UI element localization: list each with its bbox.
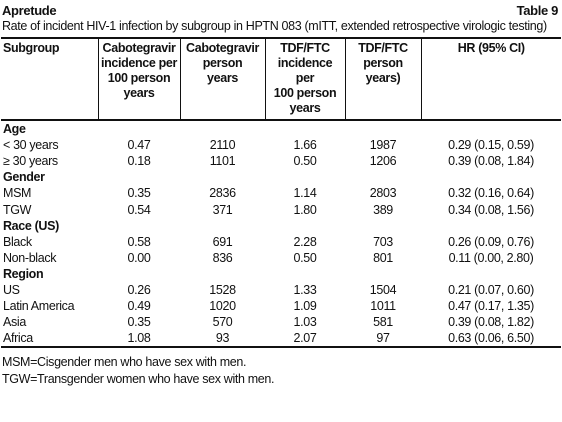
- row-label: ≥ 30 years: [3, 154, 58, 169]
- data-row: < 30 years 0.47 2110 1.66 1987 0.29 (0.15, 0.…: [1, 137, 561, 153]
- data-table: Subgroup Cabotegravir incidence per 100 p…: [1, 37, 561, 349]
- table-label: Table 9: [516, 3, 559, 18]
- cell: 1011: [370, 299, 396, 314]
- group-row: Gender: [1, 169, 561, 185]
- cell: 0.39 (0.08, 1.84): [448, 154, 534, 169]
- cell: 0.00: [127, 250, 151, 265]
- cell: 2836: [209, 186, 236, 201]
- cell: 0.34 (0.08, 1.56): [448, 202, 534, 217]
- cell: 1206: [369, 154, 397, 169]
- footnote: TGW=Transgender women who have sex with …: [2, 372, 275, 387]
- row-label: Non-black: [3, 250, 57, 265]
- data-row: Non-black 0.00 836 0.50 801 0.11 (0.00, 2.80): [1, 250, 561, 266]
- cell: 801: [373, 250, 393, 265]
- group-row: Race (US): [1, 218, 561, 234]
- cell: 1020: [209, 299, 236, 314]
- cell: 570: [212, 315, 233, 330]
- cell: 581: [373, 315, 393, 330]
- cell: 0.32 (0.16, 0.64): [448, 186, 534, 201]
- cell: 1987: [369, 138, 397, 153]
- column-header: Cabotegravir person years: [179, 37, 265, 121]
- data-row: TGW 0.54 371 1.80 389 0.34 (0.08, 1.56): [1, 201, 561, 217]
- cell: 1.08: [98, 330, 180, 349]
- cell: 1528: [209, 282, 236, 297]
- cell: 0.50: [293, 154, 317, 169]
- data-row: ≥ 30 years 0.18 1101 0.50 1206 0.39 (0.08, 1.…: [1, 153, 561, 169]
- footnotes: MSM=Cisgender men who have sex with men.…: [0, 354, 562, 388]
- cell: 836: [212, 250, 233, 265]
- cell: 0.47 (0.17, 1.35): [448, 299, 534, 314]
- cell: 2110: [209, 138, 236, 153]
- group-label: Age: [3, 122, 26, 137]
- cell: 1504: [369, 282, 397, 297]
- cell: 0.29 (0.15, 0.59): [448, 138, 534, 153]
- cell: 1.14: [293, 186, 317, 201]
- cell: 0.54: [127, 202, 151, 217]
- cell: 0.63 (0.06, 6.50): [421, 330, 561, 349]
- cell: 2.07: [265, 330, 345, 349]
- cell: 0.35: [127, 315, 151, 330]
- cell: 0.21 (0.07, 0.60): [448, 282, 534, 297]
- column-header: TDF/FTC incidence per 100 person years: [264, 37, 345, 121]
- cell: 0.50: [293, 250, 317, 265]
- cell: 0.35: [127, 186, 151, 201]
- cell: 0.47: [127, 138, 151, 153]
- cell: 1.03: [293, 315, 317, 330]
- group-label: Region: [3, 266, 44, 281]
- cell: 371: [212, 202, 233, 217]
- data-row: Latin America 0.49 1020 1.09 1011 0.47 (0.17,…: [1, 298, 561, 314]
- cell: 0.49: [127, 299, 151, 314]
- cell: 0.26 (0.09, 0.76): [448, 234, 534, 249]
- cell: 1.66: [293, 138, 317, 153]
- cell: 0.18: [127, 154, 151, 169]
- row-label: Africa: [1, 330, 98, 349]
- cell: 93: [180, 330, 265, 349]
- column-header: HR (95% CI): [420, 37, 561, 121]
- row-label: TGW: [3, 202, 32, 217]
- cell: 97: [345, 330, 421, 349]
- cell: 1101: [209, 154, 236, 169]
- data-row: Asia 0.35 570 1.03 581 0.39 (0.08, 1.82): [1, 314, 561, 330]
- row-label: MSM: [3, 186, 32, 201]
- cell: 703: [373, 234, 393, 249]
- group-row: Region: [1, 266, 561, 282]
- cell: 0.26: [127, 282, 151, 297]
- row-label: US: [3, 282, 20, 297]
- data-row: Africa 1.08 93 2.07 97 0.63 (0.06, 6.50): [1, 330, 561, 349]
- row-label: < 30 years: [3, 138, 59, 153]
- cell: 0.39 (0.08, 1.82): [448, 315, 534, 330]
- data-row: Black 0.58 691 2.28 703 0.26 (0.09, 0.76): [1, 234, 561, 250]
- footnote: MSM=Cisgender men who have sex with men.: [2, 355, 247, 370]
- header-title: Apretude: [2, 3, 57, 18]
- cell: 1.80: [293, 202, 317, 217]
- cell: 1.33: [293, 282, 317, 297]
- cell: 389: [373, 202, 393, 217]
- data-row: MSM 0.35 2836 1.14 2803 0.32 (0.16, 0.64): [1, 185, 561, 201]
- cell: 2.28: [293, 234, 317, 249]
- row-label: Black: [3, 234, 32, 249]
- caption: Rate of incident HIV-1 infection by subg…: [2, 19, 547, 33]
- group-label: Gender: [3, 170, 45, 185]
- column-header: Cabotegravir incidence per 100 person ye…: [97, 37, 180, 121]
- group-row: Age: [1, 120, 561, 137]
- row-label: Latin America: [3, 299, 75, 314]
- cell: 0.58: [127, 234, 151, 249]
- header-row: Subgroup Cabotegravir incidence per 100 p…: [1, 37, 561, 121]
- row-label: Asia: [3, 315, 26, 330]
- group-label: Race (US): [3, 218, 59, 233]
- data-row: US 0.26 1528 1.33 1504 0.21 (0.07, 0.60): [1, 282, 561, 298]
- cell: 2803: [369, 186, 397, 201]
- cell: 0.11 (0.00, 2.80): [448, 250, 534, 265]
- cell: 691: [212, 234, 233, 249]
- table-body: Age < 30 years 0.47 2110 1.66 1987 0.29 (0.15,…: [1, 120, 561, 349]
- cell: 1.09: [293, 299, 317, 314]
- header: Apretude Table 9: [0, 0, 562, 18]
- column-header: TDF/FTC person years): [344, 37, 421, 121]
- column-header: Subgroup: [1, 37, 98, 121]
